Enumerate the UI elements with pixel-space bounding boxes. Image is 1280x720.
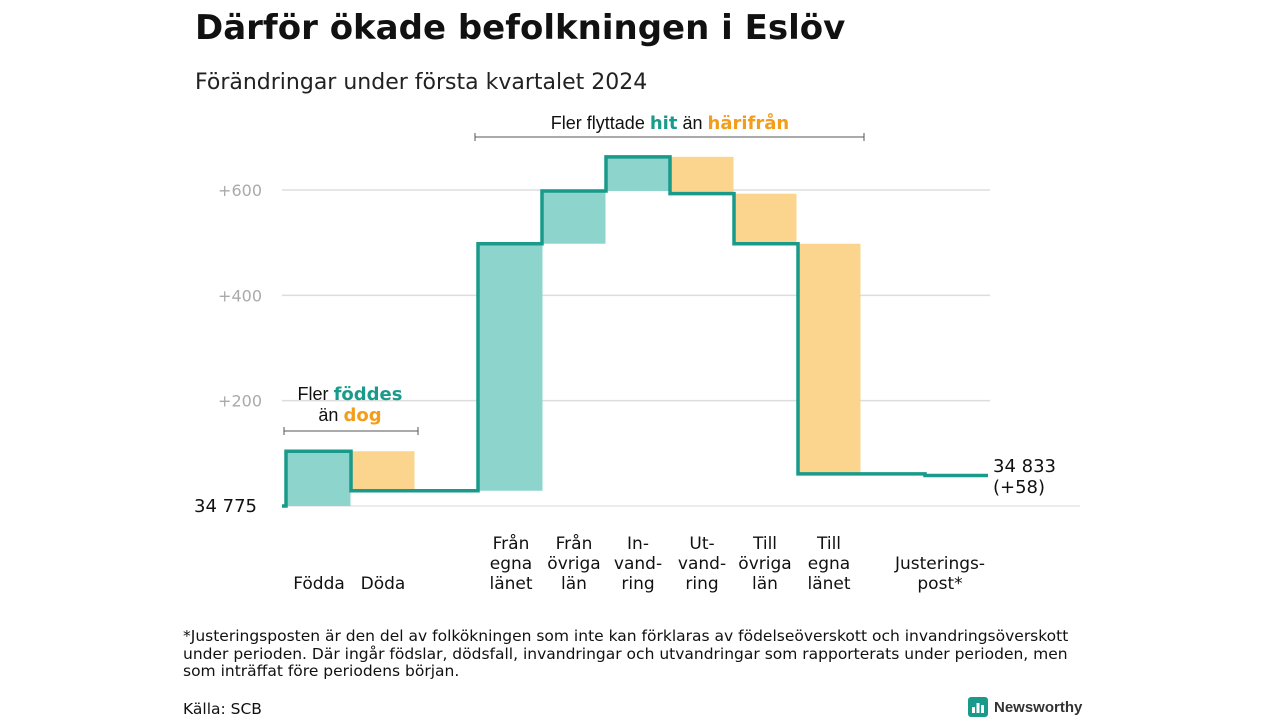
category-label-6-1: övriga <box>738 554 791 574</box>
category-label-4-1: vand- <box>614 554 662 574</box>
category-label-2-2: länet <box>489 574 532 594</box>
natural-callout-foddes: föddes <box>333 384 403 405</box>
natural-callout: Fler föddes än dog <box>270 384 430 426</box>
y-tick-label-0: +200 <box>218 392 262 411</box>
natural-callout-pre: Fler <box>297 384 329 404</box>
start-value-label: 34 775 <box>194 496 257 517</box>
category-label-6-2: län <box>752 574 778 594</box>
natural-callout-mid: än <box>318 405 339 425</box>
bar-7 <box>797 243 861 474</box>
migration-callout-pre: Fler flyttade <box>550 113 645 133</box>
newsworthy-logo-icon <box>968 697 988 717</box>
category-label-7-2: länet <box>807 574 850 594</box>
category-label-5-0: Ut- <box>689 534 714 554</box>
natural-callout-dog: dog <box>343 405 382 426</box>
y-tick-label-1: +400 <box>218 286 262 305</box>
category-label-3-0: Från <box>556 533 593 554</box>
waterfall-chart: +200 +400 +600 34 775 34 833(+58) Födda Döda Fr… <box>194 133 1080 594</box>
category-label-8-0: Justerings- <box>894 554 985 574</box>
category-label-2-0: Från <box>493 533 530 554</box>
migration-callout: Fler flyttade hit än härifrån <box>475 113 865 134</box>
bar-5 <box>670 156 734 194</box>
end-value-label-1: (+58) <box>993 477 1045 498</box>
category-label-7-0: Till <box>816 534 841 554</box>
category-label-1-0: Döda <box>361 574 406 594</box>
category-label-3-2: län <box>561 574 587 594</box>
source-label: Källa: SCB <box>183 700 262 718</box>
bar-3 <box>542 191 606 244</box>
bar-4 <box>606 156 670 192</box>
bar-0 <box>287 451 351 506</box>
category-label-0-0: Födda <box>293 574 345 594</box>
migration-callout-mid: än <box>682 113 703 133</box>
brand-name: Newsworthy <box>994 698 1083 716</box>
step-line <box>282 155 988 508</box>
chart-title: Därför ökade befolkningen i Eslöv <box>195 8 846 48</box>
category-label-4-0: In- <box>627 534 649 554</box>
bar-2 <box>479 243 543 491</box>
category-label-7-1: egna <box>808 554 850 574</box>
y-tick-label-2: +600 <box>218 181 262 200</box>
category-label-4-2: ring <box>621 574 654 594</box>
category-label-5-2: ring <box>685 574 718 594</box>
category-label-5-1: vand- <box>678 554 726 574</box>
category-label-8-1: post* <box>917 574 962 594</box>
footnote: *Justeringsposten är den del av folkökni… <box>183 627 1069 680</box>
bar-1 <box>351 451 415 491</box>
category-label-2-1: egna <box>490 554 532 574</box>
bar-6 <box>733 193 797 244</box>
migration-callout-hit: hit <box>649 113 678 134</box>
category-label-3-1: övriga <box>547 554 600 574</box>
migration-callout-harifran: härifrån <box>707 113 790 134</box>
end-value-label-0: 34 833 <box>993 456 1056 477</box>
chart-subtitle: Förändringar under första kvartalet 2024 <box>195 70 648 95</box>
brand: Newsworthy <box>968 697 1082 717</box>
category-label-6-0: Till <box>752 534 777 554</box>
